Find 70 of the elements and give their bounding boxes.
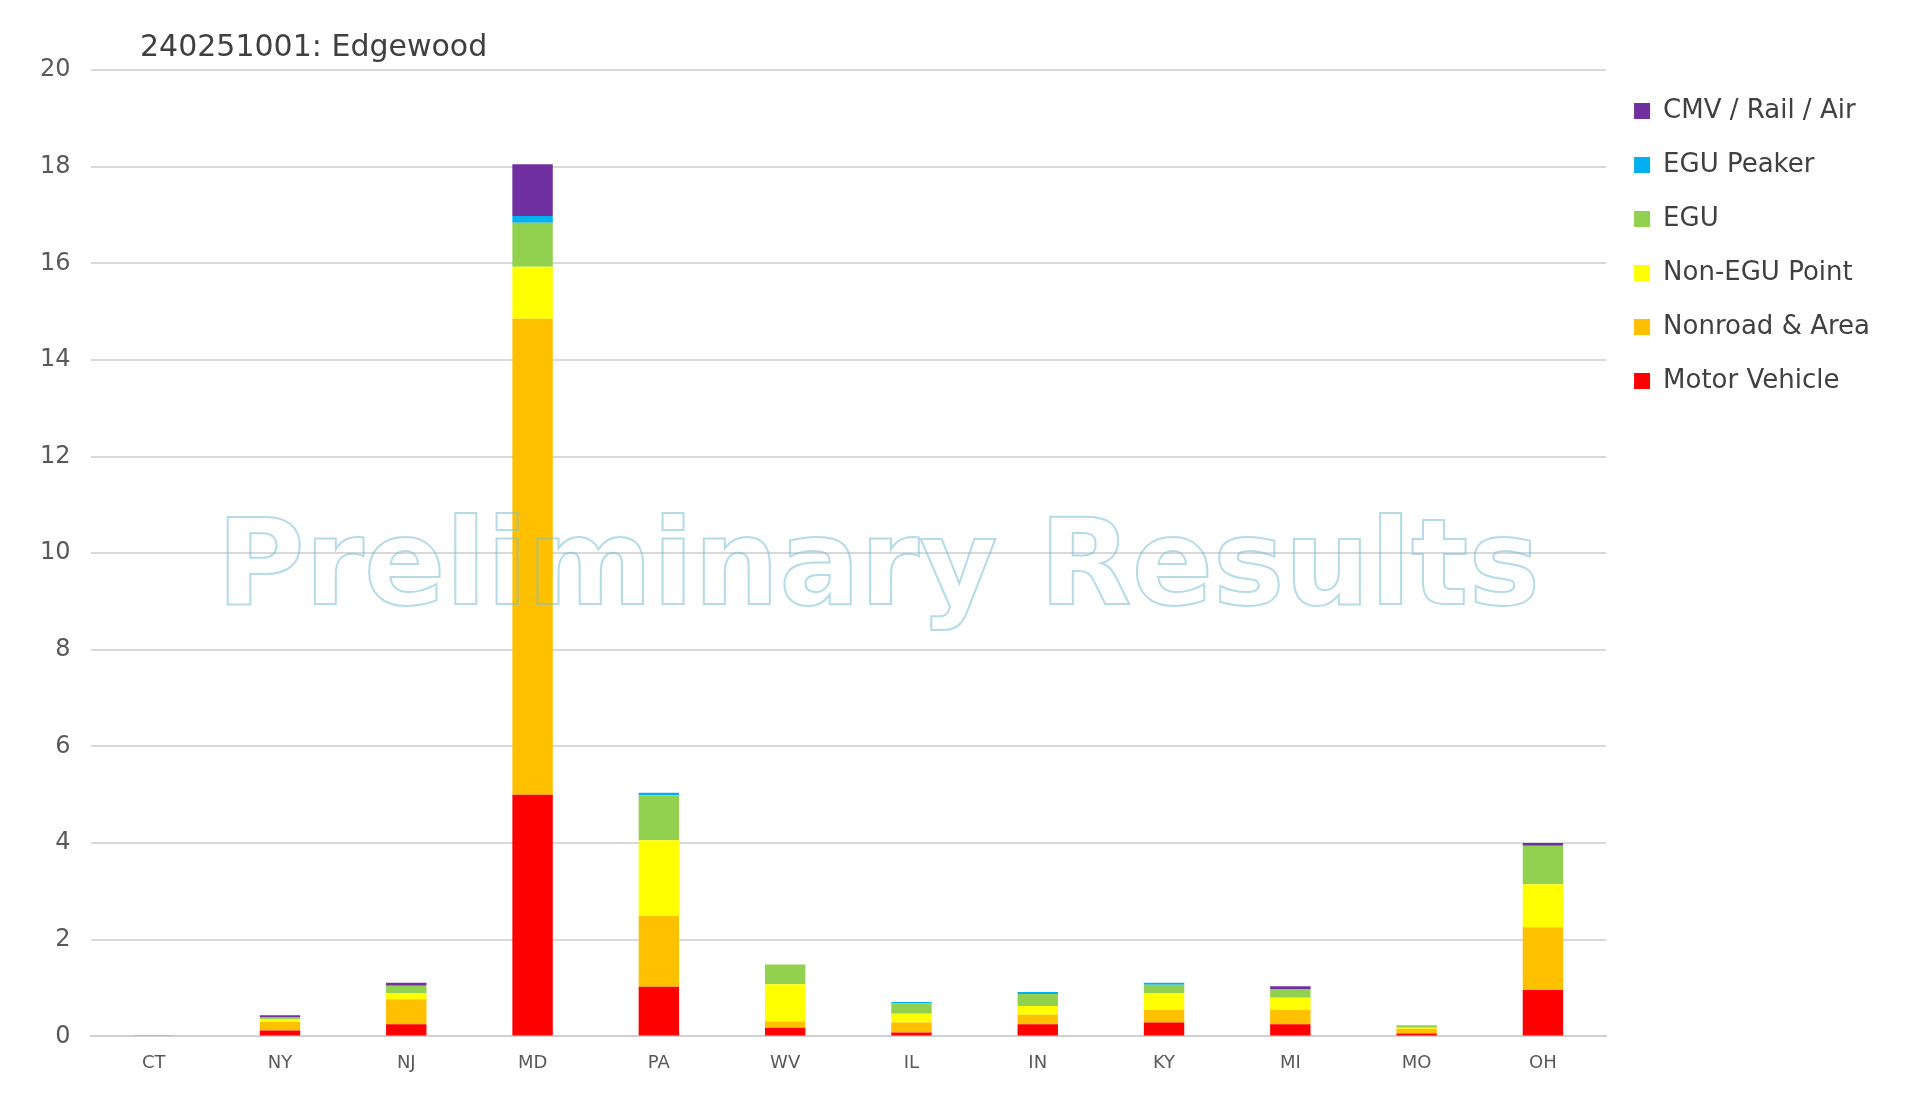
bar	[1270, 1024, 1311, 1036]
legend-label: Motor Vehicle	[1663, 363, 1840, 394]
bar	[512, 215, 553, 223]
x-tick-label: NJ	[396, 1050, 416, 1072]
x-tick-label: MD	[517, 1050, 548, 1072]
legend-label: EGU	[1663, 201, 1719, 232]
bar	[1396, 1028, 1437, 1034]
x-tick-label: OH	[1529, 1050, 1557, 1072]
y-tick-label: 18	[39, 150, 71, 179]
bar	[386, 982, 427, 986]
bar	[512, 164, 553, 216]
bar	[891, 1003, 932, 1014]
legend-label: EGU Peaker	[1663, 147, 1815, 178]
bar	[386, 992, 427, 1000]
legend-label: Nonroad & Area	[1663, 309, 1870, 340]
bar	[1522, 846, 1564, 885]
x-tick-label: IN	[1028, 1050, 1048, 1072]
bar	[764, 984, 806, 1022]
bar	[386, 999, 427, 1025]
bar	[764, 1027, 806, 1036]
bar	[1143, 992, 1185, 1010]
bar	[891, 1022, 932, 1033]
bar	[1017, 1014, 1058, 1025]
x-tick-label: WV	[770, 1050, 801, 1072]
bar	[1522, 990, 1564, 1036]
x-tick-label: NY	[267, 1050, 294, 1072]
bar	[1143, 1009, 1185, 1023]
bar	[764, 964, 806, 985]
bar	[1017, 993, 1058, 1006]
bar	[1522, 927, 1564, 991]
y-tick-label: 0	[55, 1020, 71, 1049]
y-tick-label: 4	[55, 827, 71, 856]
legend-label: Non-EGU Point	[1663, 255, 1853, 286]
x-tick-label: CT	[141, 1050, 167, 1072]
legend-label: CMV / Rail / Air	[1663, 93, 1856, 124]
bar	[1017, 1024, 1058, 1036]
bar	[638, 986, 680, 1036]
x-tick-label: PA	[647, 1050, 671, 1072]
bar	[1270, 989, 1311, 998]
bar	[1270, 1009, 1311, 1025]
bar	[638, 840, 680, 917]
chart-title: 240251001: Edgewood	[140, 27, 488, 63]
y-tick-label: 14	[39, 344, 71, 373]
y-tick-label: 8	[55, 634, 71, 663]
bar	[638, 916, 680, 987]
y-tick-label: 2	[55, 923, 71, 952]
x-tick-label: KY	[1152, 1050, 1177, 1072]
y-tick-label: 16	[39, 247, 71, 276]
bar	[512, 266, 553, 319]
y-tick-label: 12	[39, 440, 71, 469]
x-tick-label: MI	[1279, 1050, 1301, 1072]
x-tick-label: IL	[903, 1050, 920, 1072]
bar	[891, 1013, 932, 1023]
bar	[764, 1021, 806, 1028]
bar	[1143, 984, 1185, 993]
bar	[512, 222, 553, 267]
bar	[512, 794, 553, 1036]
bar	[1522, 884, 1564, 928]
bar	[386, 1024, 427, 1036]
bar	[638, 795, 680, 841]
bar	[259, 1021, 301, 1031]
x-tick-label: MO	[1401, 1050, 1432, 1072]
bar	[1270, 997, 1311, 1010]
bar	[1017, 1005, 1058, 1015]
y-tick-label: 6	[55, 730, 71, 759]
y-tick-label: 10	[39, 537, 71, 566]
bar	[386, 985, 427, 993]
y-tick-label: 20	[39, 54, 71, 83]
bar	[1143, 1022, 1185, 1036]
bar	[1270, 986, 1311, 990]
